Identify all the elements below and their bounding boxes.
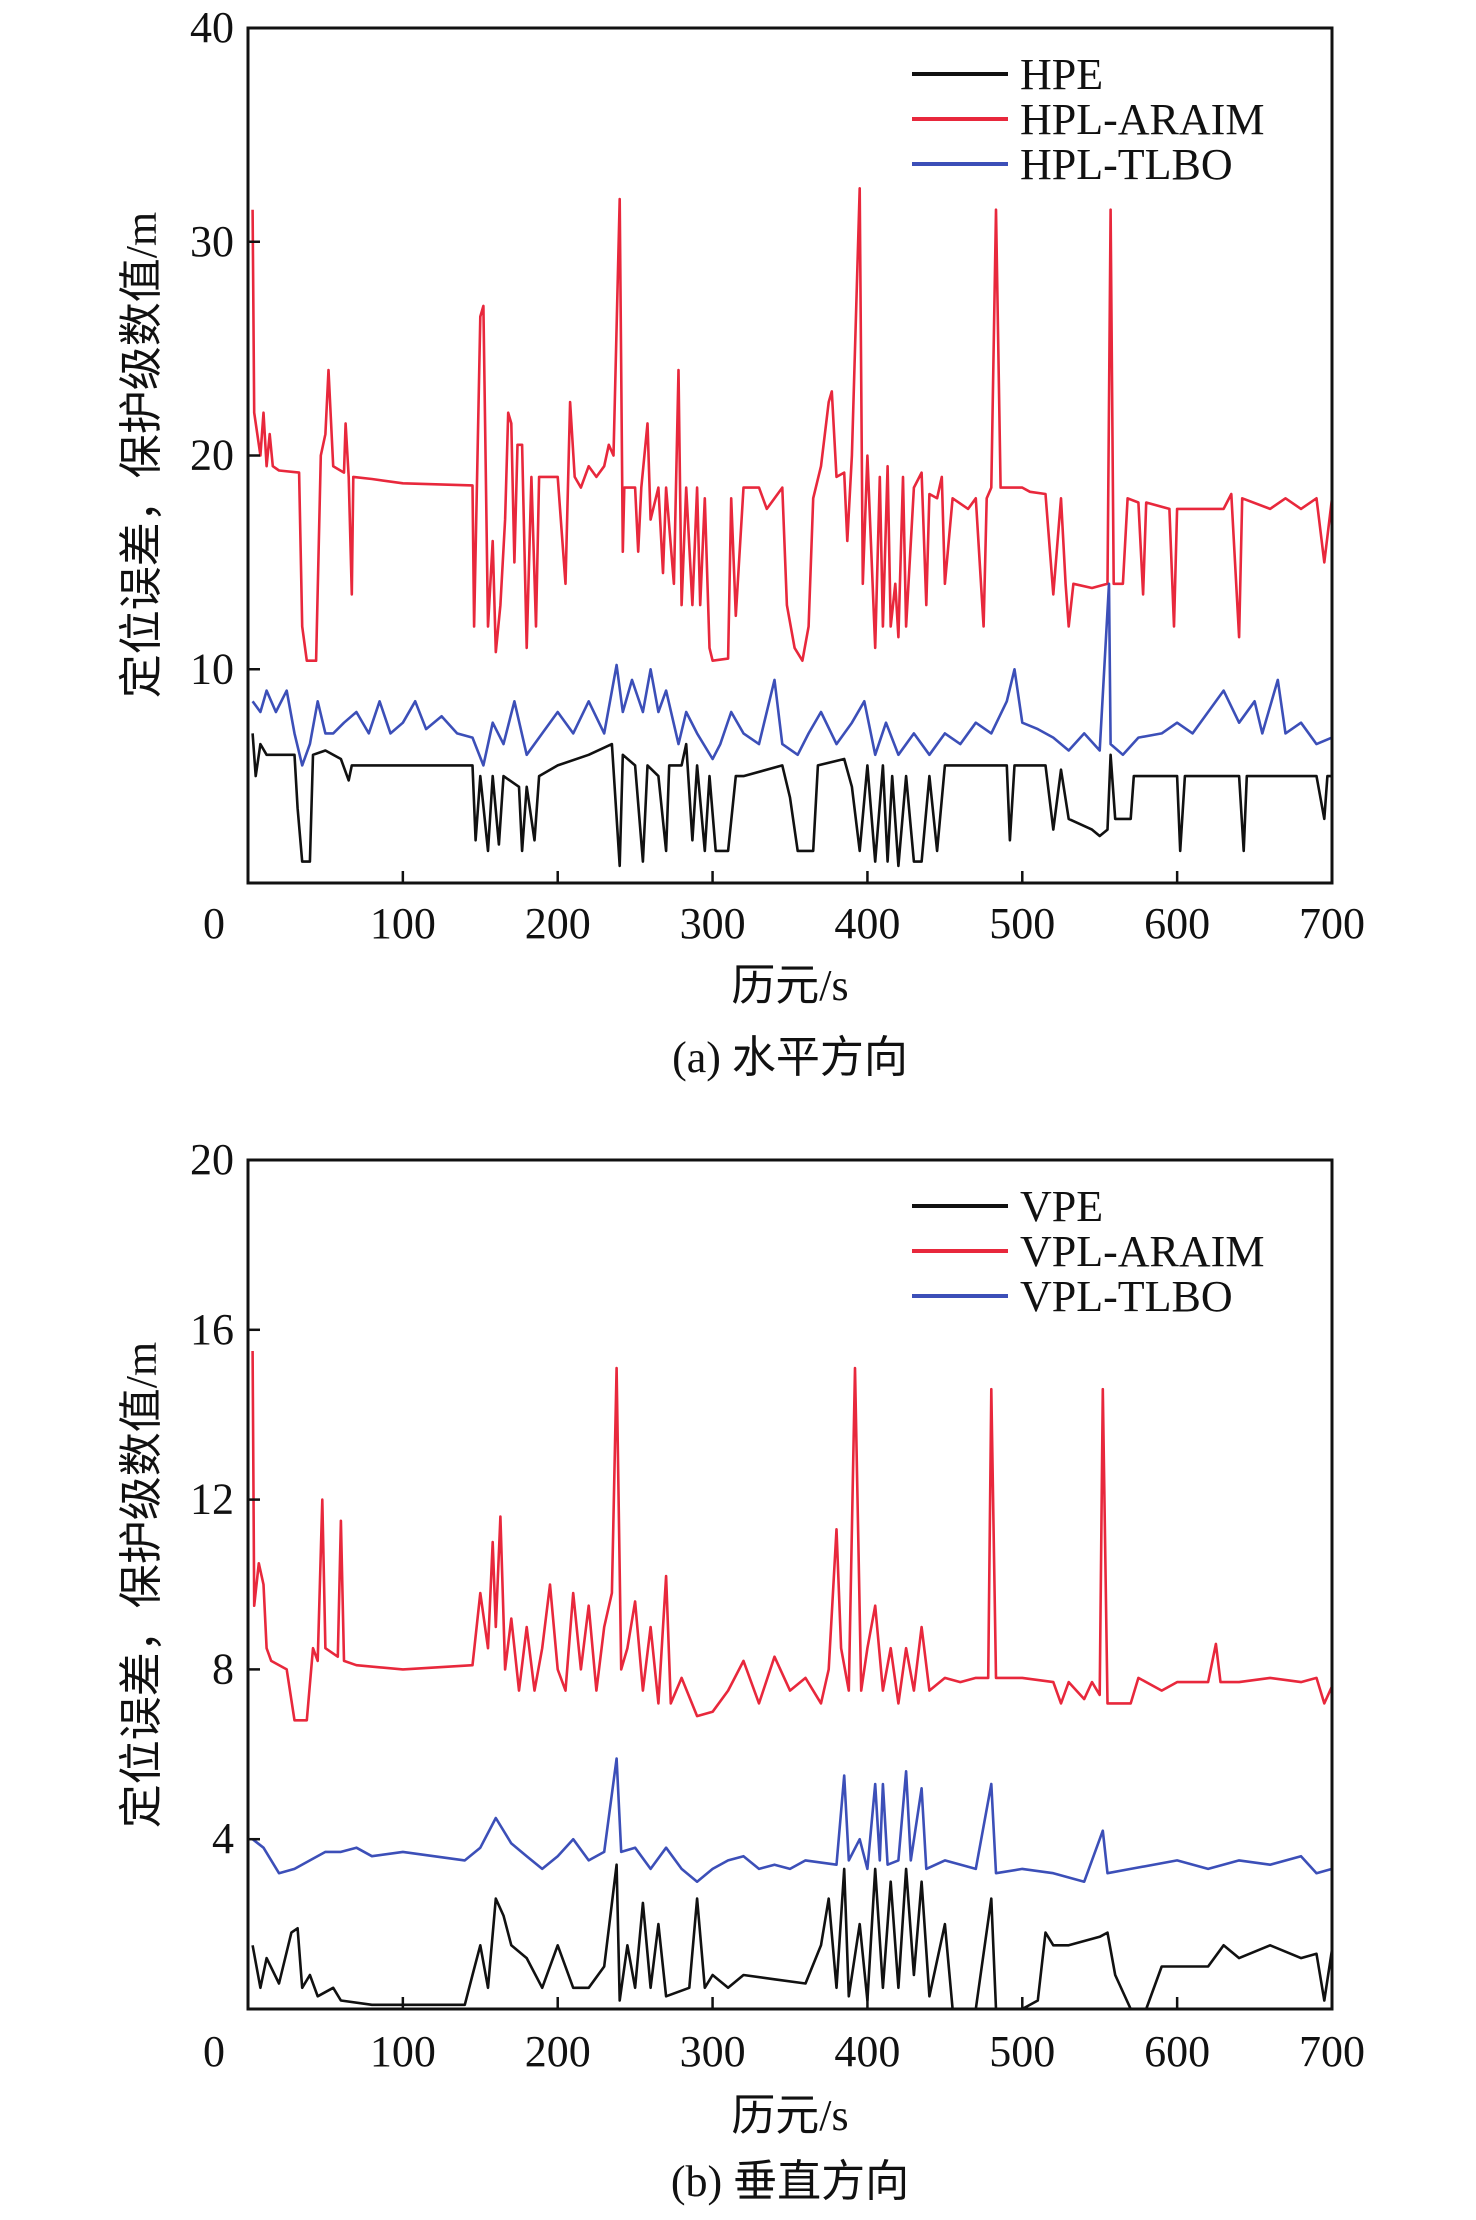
legend-label: HPE — [1020, 50, 1103, 99]
legend-label: HPL-ARAIM — [1020, 95, 1264, 144]
plot-frame — [246, 1158, 1334, 2011]
x-tick-label: 700 — [1299, 2027, 1365, 2076]
chart-1: 0 100 200 300 400 500 600 700 4 8 12 16 20 历元/s 定位误差，保… — [117, 1135, 1365, 2206]
x-axis-label: 历元/s — [731, 2091, 848, 2140]
legend-label: VPL-TLBO — [1020, 1272, 1233, 1321]
series-line-hpl-tlbo — [251, 582, 1333, 767]
chart-caption: (b) 垂直方向 — [671, 2157, 909, 2206]
x-tick-label: 100 — [370, 899, 436, 948]
legend-label: VPE — [1020, 1182, 1103, 1231]
x-tick-label: 600 — [1144, 2027, 1210, 2076]
y-tick-label: 10 — [190, 644, 234, 693]
x-tick-label: 100 — [370, 2027, 436, 2076]
x-tick-label: 500 — [989, 2027, 1055, 2076]
legend-label: HPL-TLBO — [1020, 140, 1233, 189]
y-tick-label: 8 — [212, 1644, 234, 1693]
x-tick-label: 0 — [203, 2027, 225, 2076]
x-tick-label: 200 — [525, 2027, 591, 2076]
y-tick-label: 20 — [190, 431, 234, 480]
series-line-hpl-araim — [251, 187, 1334, 663]
y-tick-label: 20 — [190, 1135, 234, 1184]
x-tick-label: 700 — [1299, 899, 1365, 948]
series-line-vpl-tlbo — [251, 1757, 1333, 1883]
y-tick-label: 16 — [190, 1305, 234, 1354]
series-line-vpe — [251, 1863, 1334, 2011]
y-axis-label: 定位误差，保护级数值/m — [117, 1342, 166, 1828]
x-tick-label: 300 — [680, 899, 746, 948]
y-axis-label: 定位误差，保护级数值/m — [117, 212, 166, 698]
chart-0: 0 100 200 300 400 500 600 700 10 20 30 40 历元/s 定位误差，保… — [117, 3, 1365, 1082]
x-axis-label: 历元/s — [731, 961, 848, 1010]
y-tick-label: 4 — [212, 1814, 234, 1863]
y-tick-label: 30 — [190, 217, 234, 266]
legend-label: VPL-ARAIM — [1020, 1227, 1264, 1276]
x-tick-label: 400 — [834, 2027, 900, 2076]
x-tick-label: 500 — [989, 899, 1055, 948]
x-tick-label: 600 — [1144, 899, 1210, 948]
chart-caption: (a) 水平方向 — [672, 1033, 908, 1082]
y-tick-label: 12 — [190, 1475, 234, 1524]
x-tick-label: 400 — [834, 899, 900, 948]
y-tick-label: 40 — [190, 3, 234, 52]
x-tick-label: 300 — [680, 2027, 746, 2076]
x-tick-label: 200 — [525, 899, 591, 948]
x-tick-label: 0 — [203, 899, 225, 948]
series-line-vpl-araim — [251, 1350, 1334, 1722]
series-line-hpe — [251, 733, 1332, 868]
